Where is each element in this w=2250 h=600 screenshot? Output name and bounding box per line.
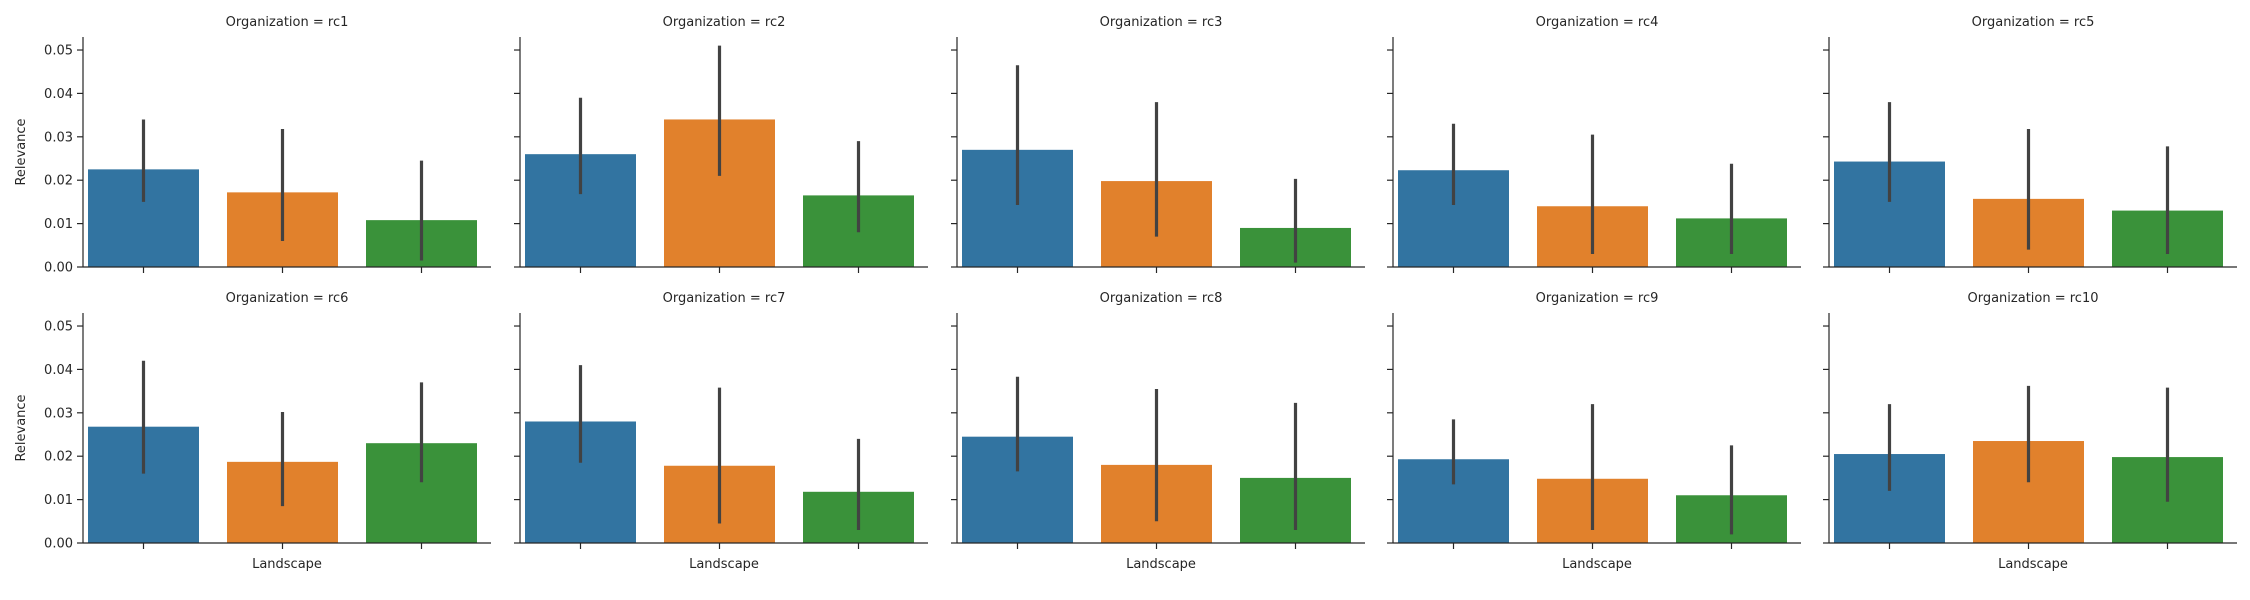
panel-title: Organization = rc1 xyxy=(226,15,349,30)
x-axis-label: Landscape xyxy=(252,557,322,572)
x-axis-label: Landscape xyxy=(1126,557,1196,572)
y-tick-label: 0.05 xyxy=(44,44,73,59)
y-tick-label: 0.01 xyxy=(44,493,73,508)
panel-title: Organization = rc7 xyxy=(663,291,786,306)
y-tick-label: 0.02 xyxy=(44,174,73,189)
y-tick-label: 0.01 xyxy=(44,217,73,232)
facet-panel: Organization = rc8 Landscape xyxy=(951,291,1365,572)
facet-panel: Organization = rc9 Landscape xyxy=(1387,291,1801,572)
y-tick-label: 0.00 xyxy=(44,261,73,276)
y-tick-label: 0.02 xyxy=(44,450,73,465)
y-tick-label: 0.03 xyxy=(44,406,73,421)
panel-title: Organization = rc5 xyxy=(1972,15,2095,30)
y-tick-label: 0.05 xyxy=(44,320,73,335)
facet-panel: Organization = rc1 0.00 0.01 0.02 0.03 0.04 0.… xyxy=(14,15,491,276)
facet-panel: Organization = rc4 xyxy=(1387,15,1801,273)
x-axis-label: Landscape xyxy=(1562,557,1632,572)
y-axis-label: Relevance xyxy=(14,394,29,461)
panel-title: Organization = rc8 xyxy=(1100,291,1223,306)
panel-title: Organization = rc9 xyxy=(1536,291,1659,306)
panel-title: Organization = rc2 xyxy=(663,15,786,30)
facet-panel: Organization = rc2 xyxy=(514,15,928,273)
panel-title: Organization = rc4 xyxy=(1536,15,1659,30)
y-tick-label: 0.03 xyxy=(44,130,73,145)
panel-title: Organization = rc6 xyxy=(226,291,349,306)
facet-panel: Organization = rc6 0.00 0.01 0.02 0.03 0.04 0.… xyxy=(14,291,491,572)
facet-panel: Organization = rc3 xyxy=(951,15,1365,273)
facet-panel: Organization = rc10 Landscape xyxy=(1823,291,2237,572)
panel-title: Organization = rc3 xyxy=(1100,15,1223,30)
x-axis-label: Landscape xyxy=(1998,557,2068,572)
y-tick-label: 0.00 xyxy=(44,537,73,552)
facet-panel: Organization = rc7 Landscape xyxy=(514,291,928,572)
y-tick-label: 0.04 xyxy=(44,363,73,378)
x-axis-label: Landscape xyxy=(689,557,759,572)
y-axis-label: Relevance xyxy=(14,118,29,185)
facet-panel: Organization = rc5 xyxy=(1823,15,2237,273)
panel-title: Organization = rc10 xyxy=(1967,291,2098,306)
y-tick-label: 0.04 xyxy=(44,87,73,102)
